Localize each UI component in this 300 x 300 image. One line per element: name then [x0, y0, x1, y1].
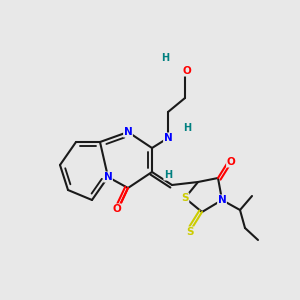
Text: H: H [183, 123, 191, 133]
Text: H: H [161, 53, 169, 63]
Text: N: N [124, 127, 132, 137]
Text: N: N [218, 195, 226, 205]
Text: N: N [164, 133, 172, 143]
Text: S: S [181, 193, 189, 203]
Text: S: S [186, 227, 194, 237]
Text: O: O [226, 157, 236, 167]
Text: H: H [164, 170, 172, 180]
Text: N: N [103, 172, 112, 182]
Text: O: O [183, 66, 191, 76]
Text: O: O [112, 204, 122, 214]
